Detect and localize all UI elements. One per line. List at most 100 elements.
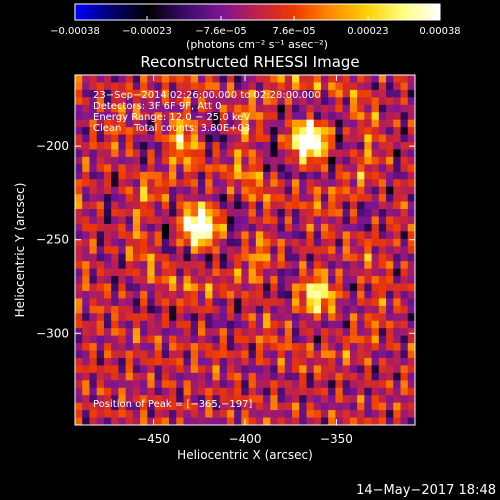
heatmap-cell <box>132 283 141 292</box>
heatmap-cell <box>226 417 235 426</box>
heatmap-cell <box>161 186 170 195</box>
heatmap-cell <box>75 335 83 344</box>
heatmap-cell <box>212 112 221 121</box>
heatmap-cell <box>313 320 322 329</box>
heatmap-cell <box>147 142 155 150</box>
heatmap-cell <box>147 395 155 404</box>
heatmap-cell <box>378 223 387 232</box>
heatmap-cell <box>335 216 344 225</box>
heatmap-cell <box>400 268 409 277</box>
heatmap-cell <box>263 246 271 255</box>
heatmap-cell <box>378 276 387 284</box>
heatmap-cell <box>197 104 206 113</box>
heatmap-cell <box>154 417 163 426</box>
heatmap-cell <box>103 75 112 83</box>
heatmap-cell <box>335 194 344 202</box>
heatmap-cell <box>349 387 358 396</box>
heatmap-cell <box>96 328 105 337</box>
heatmap-cell <box>313 104 322 113</box>
heatmap-cell <box>103 171 112 180</box>
heatmap-cell <box>328 320 336 329</box>
heatmap-cell <box>349 320 358 329</box>
heatmap-cell <box>241 335 250 344</box>
heatmap-cell <box>183 328 192 337</box>
heatmap-cell <box>82 320 90 329</box>
heatmap-cell <box>328 417 336 426</box>
heatmap-cell <box>197 372 206 381</box>
heatmap-cell <box>234 268 242 277</box>
heatmap-cell <box>292 320 300 329</box>
heatmap-cell <box>75 134 83 143</box>
heatmap-cell <box>313 164 322 173</box>
heatmap-cell <box>212 201 221 210</box>
heatmap-cell <box>270 276 278 284</box>
heatmap-cell <box>263 194 271 202</box>
heatmap-cell <box>82 164 90 173</box>
heatmap-cell <box>378 261 387 270</box>
heatmap-cell <box>371 149 380 158</box>
heatmap-cell <box>89 387 98 396</box>
heatmap-cell <box>197 343 206 351</box>
heatmap-cell <box>75 261 83 270</box>
heatmap-cell <box>263 357 271 366</box>
heatmap-cell <box>140 320 148 329</box>
heatmap-cell <box>255 201 264 210</box>
heatmap-cell <box>89 216 98 225</box>
heatmap-cell <box>393 97 401 106</box>
heatmap-cell <box>270 268 278 277</box>
heatmap-cell <box>96 387 105 396</box>
heatmap-cell <box>118 410 127 418</box>
heatmap-cell <box>219 112 228 121</box>
heatmap-cell <box>183 119 192 128</box>
heatmap-cell <box>364 156 372 165</box>
heatmap-cell <box>407 343 416 351</box>
heatmap-cell <box>161 89 170 98</box>
heatmap-cell <box>277 410 286 418</box>
heatmap-cell <box>364 357 372 366</box>
heatmap-cell <box>306 97 315 106</box>
heatmap-cell <box>386 357 394 366</box>
heatmap-cell <box>328 209 336 217</box>
heatmap-cell <box>226 320 235 329</box>
heatmap-cell <box>132 261 141 270</box>
heatmap-cell <box>219 216 228 225</box>
heatmap-cell <box>306 320 315 329</box>
heatmap-cell <box>393 201 401 210</box>
heatmap-cell <box>125 142 134 150</box>
heatmap-cell <box>313 97 322 106</box>
heatmap-cell <box>147 209 155 217</box>
heatmap-cell <box>313 283 322 292</box>
heatmap-cell <box>212 231 221 240</box>
heatmap-cell <box>125 410 134 418</box>
heatmap-cell <box>371 335 380 344</box>
heatmap-cell <box>320 380 329 389</box>
heatmap-cell <box>125 283 134 292</box>
heatmap-cell <box>161 350 170 359</box>
heatmap-cell <box>234 209 242 217</box>
heatmap-cell <box>241 320 250 329</box>
heatmap-cell <box>263 231 271 240</box>
heatmap-cell <box>407 395 416 404</box>
heatmap-cell <box>103 127 112 135</box>
heatmap-cell <box>255 223 264 232</box>
heatmap-cell <box>328 328 336 337</box>
heatmap-cell <box>248 410 257 418</box>
heatmap-cell <box>226 156 235 165</box>
heatmap-cell <box>335 246 344 255</box>
heatmap-cell <box>306 238 315 247</box>
heatmap-cell <box>176 305 184 314</box>
heatmap-cell <box>284 380 293 389</box>
heatmap-cell <box>169 104 177 113</box>
heatmap-cell <box>197 313 206 322</box>
heatmap-cell <box>89 372 98 381</box>
heatmap-cell <box>270 417 278 426</box>
heatmap-cell <box>219 283 228 292</box>
heatmap-cell <box>306 82 315 91</box>
heatmap-cell <box>386 209 394 217</box>
heatmap-cell <box>371 276 380 284</box>
heatmap-cell <box>393 372 401 381</box>
heatmap-cell <box>190 313 199 322</box>
heatmap-cell <box>270 320 278 329</box>
heatmap-cell <box>212 402 221 411</box>
heatmap-cell <box>328 104 336 113</box>
